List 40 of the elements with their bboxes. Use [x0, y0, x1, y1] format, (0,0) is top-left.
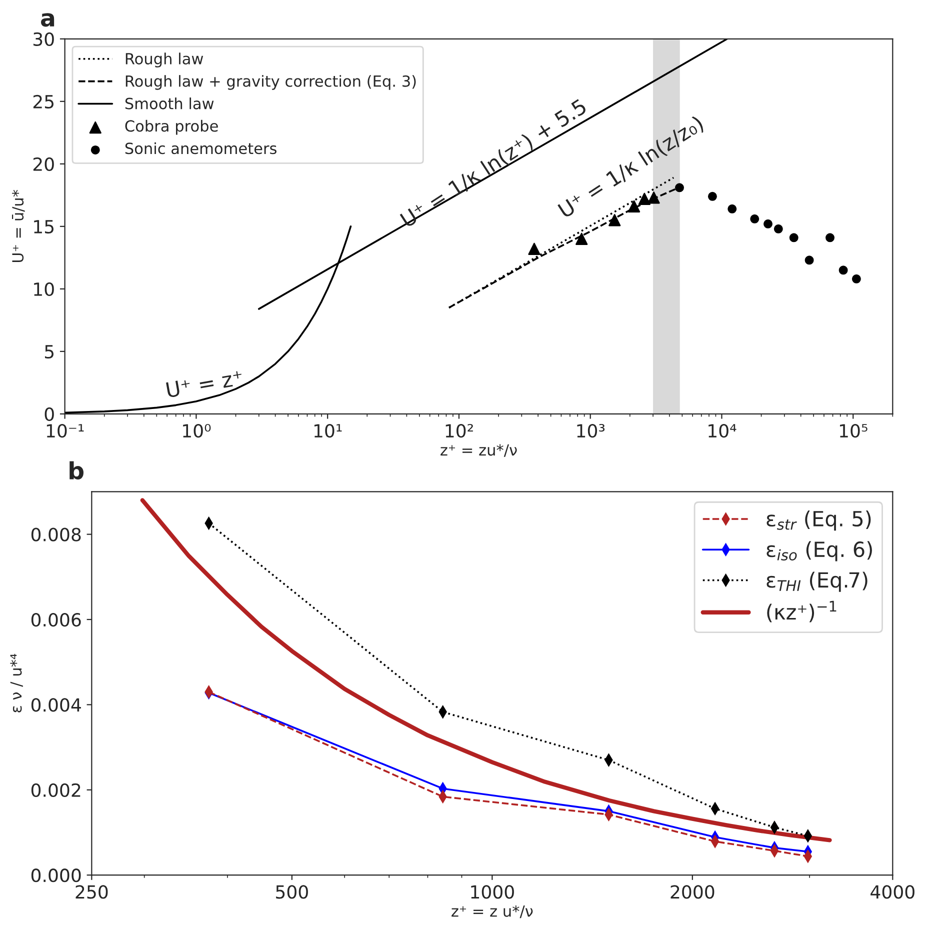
y-tick-label: 0.000	[31, 868, 81, 882]
annotation: U⁺ = z⁺	[166, 370, 244, 398]
y-tick-label: 25	[33, 94, 54, 109]
y-tick-label: 0.004	[31, 698, 81, 712]
x-tick-label: 10¹	[314, 424, 342, 438]
legend-label: Smooth law	[125, 97, 214, 110]
x-axis-title: z⁺ = zu*/ν	[440, 444, 517, 457]
chart-title: a	[41, 13, 54, 27]
y-tick-label: 0.006	[31, 612, 81, 627]
legend-label: (κz⁺)$^{−1}$	[767, 600, 836, 622]
y-tick-label: 15	[34, 220, 54, 234]
y-tick-label: 5	[45, 345, 54, 359]
legend-label: Cobra probe	[125, 120, 218, 135]
x-tick-label: 250	[76, 885, 108, 899]
x-tick-label: 10⁰	[183, 424, 211, 438]
legend-label: ε$_{iso}$ (Eq. 6)	[766, 541, 872, 562]
chart-title: b	[70, 461, 84, 480]
legend-label: Sonic anemometers	[125, 142, 276, 154]
x-tick-label: 10⁴	[708, 424, 736, 438]
x-tick-label: 500	[276, 885, 308, 899]
y-axis-title: ε ν / u*⁴	[10, 654, 23, 712]
x-tick-label: 10³	[577, 424, 605, 438]
x-tick-label: 4000	[870, 885, 914, 899]
x-tick-label: 10⁻¹	[46, 424, 84, 438]
x-tick-label: 10⁵	[840, 424, 868, 438]
x-tick-label: 1000	[471, 885, 514, 899]
y-tick-label: 0	[44, 407, 54, 422]
y-tick-label: 0.008	[31, 528, 81, 542]
legend-label: ε$_{str}$ (Eq. 5)	[766, 510, 871, 531]
y-tick-label: 20	[33, 157, 54, 172]
y-tick-label: 10	[34, 282, 54, 296]
x-tick-label: 10²	[446, 424, 473, 438]
legend-label: Rough law + gravity correction (Eq. 3)	[126, 75, 416, 90]
y-tick-label: 30	[34, 32, 54, 46]
x-axis-title: z⁺ = z u*/ν	[452, 905, 533, 918]
legend-label: Rough law	[126, 52, 204, 68]
y-axis-title: U⁺ = ū/u*	[12, 190, 25, 262]
legend-label: ε$_{THI}$ (Eq.7)	[766, 572, 868, 592]
x-tick-label: 2000	[670, 885, 714, 899]
y-tick-label: 0.002	[31, 783, 80, 797]
